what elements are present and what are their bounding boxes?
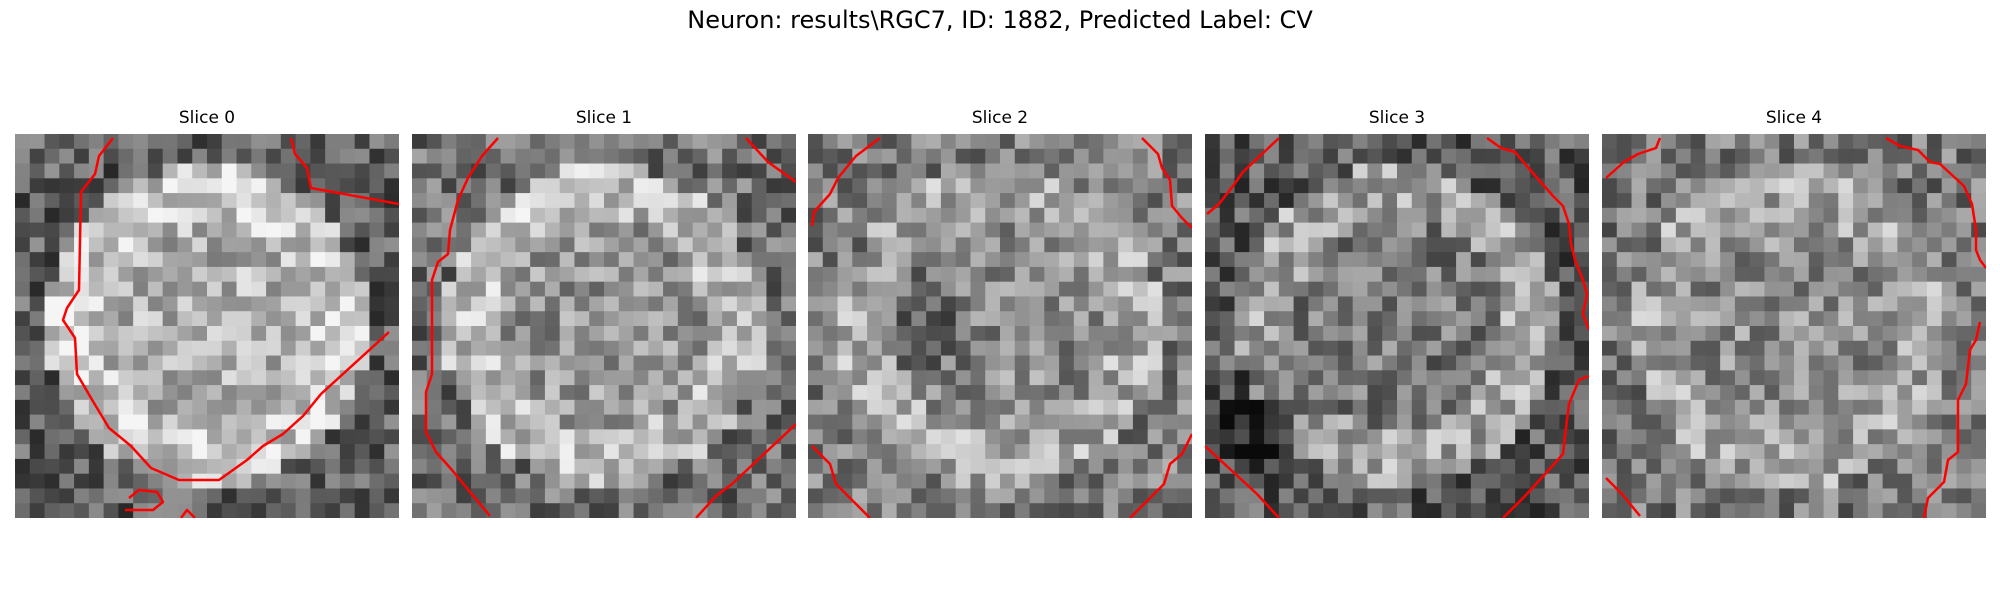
contour-overlay-3	[1205, 136, 1589, 518]
slice-image-0	[15, 134, 399, 518]
slice-image-4	[1602, 134, 1986, 518]
figure-title: Neuron: results\RGC7, ID: 1882, Predicte…	[687, 6, 1313, 34]
contour-overlay-0	[61, 137, 399, 518]
contour-overlay-1	[424, 137, 796, 518]
slice-image-2	[808, 134, 1192, 518]
contour-overlay-2	[810, 137, 1192, 518]
slice-title-3: Slice 3	[1368, 108, 1426, 128]
slice-title-0: Slice 0	[178, 108, 236, 128]
slice-image-1	[412, 134, 796, 518]
slice-title-2: Slice 2	[971, 108, 1029, 128]
slice-image-3	[1205, 134, 1589, 518]
contour-overlay-4	[1605, 136, 1986, 518]
slice-title-4: Slice 4	[1765, 108, 1823, 128]
slice-title-1: Slice 1	[575, 108, 633, 128]
